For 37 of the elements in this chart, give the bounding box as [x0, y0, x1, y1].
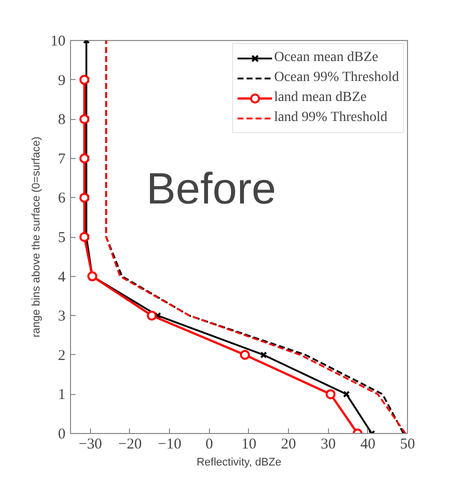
x-tick-label: −30	[78, 436, 102, 452]
y-tick-label: 7	[58, 151, 66, 168]
y-tick-label: 10	[50, 34, 66, 50]
y-tick-label: 9	[58, 72, 66, 89]
legend-label: Ocean mean dBZe	[274, 50, 378, 66]
legend-label: land mean dBZe	[274, 90, 367, 106]
point	[79, 114, 90, 124]
x-tick-label: −20	[118, 436, 142, 452]
point	[79, 232, 90, 242]
point	[79, 192, 90, 203]
point	[79, 153, 90, 164]
point	[146, 310, 157, 321]
y-tick-label: 4	[58, 269, 66, 286]
x-axis-title: Reflectivity, dBZe	[196, 456, 282, 468]
annotation: Before	[146, 164, 276, 214]
y-tick-label: 8	[58, 112, 66, 128]
point	[326, 389, 336, 400]
point	[260, 351, 268, 358]
point	[342, 390, 350, 398]
x-tick-label: 50	[400, 436, 415, 452]
y-tick-label: 3	[58, 308, 66, 325]
point	[79, 74, 90, 85]
point	[240, 350, 250, 360]
x-tick-label: −10	[158, 436, 182, 452]
x-tick-label: 0	[206, 436, 214, 452]
x-tick-label: 20	[281, 436, 296, 452]
legend-label: Ocean 99% Threshold	[274, 70, 399, 86]
x-tick-label: 40	[360, 436, 376, 452]
y-axis-title: range bins above the surface (0=surface)	[30, 136, 42, 338]
legend-label: land 99% Threshold	[274, 110, 388, 126]
y-tick-label: 2	[58, 348, 66, 364]
y-tick-label: 0	[58, 426, 66, 442]
x-tick-label: 30	[320, 436, 336, 452]
y-tick-label: 5	[58, 230, 66, 246]
x-tick-label: 10	[241, 436, 256, 452]
y-tick-label: 1	[58, 387, 66, 404]
y-tick-label: 6	[58, 190, 66, 207]
